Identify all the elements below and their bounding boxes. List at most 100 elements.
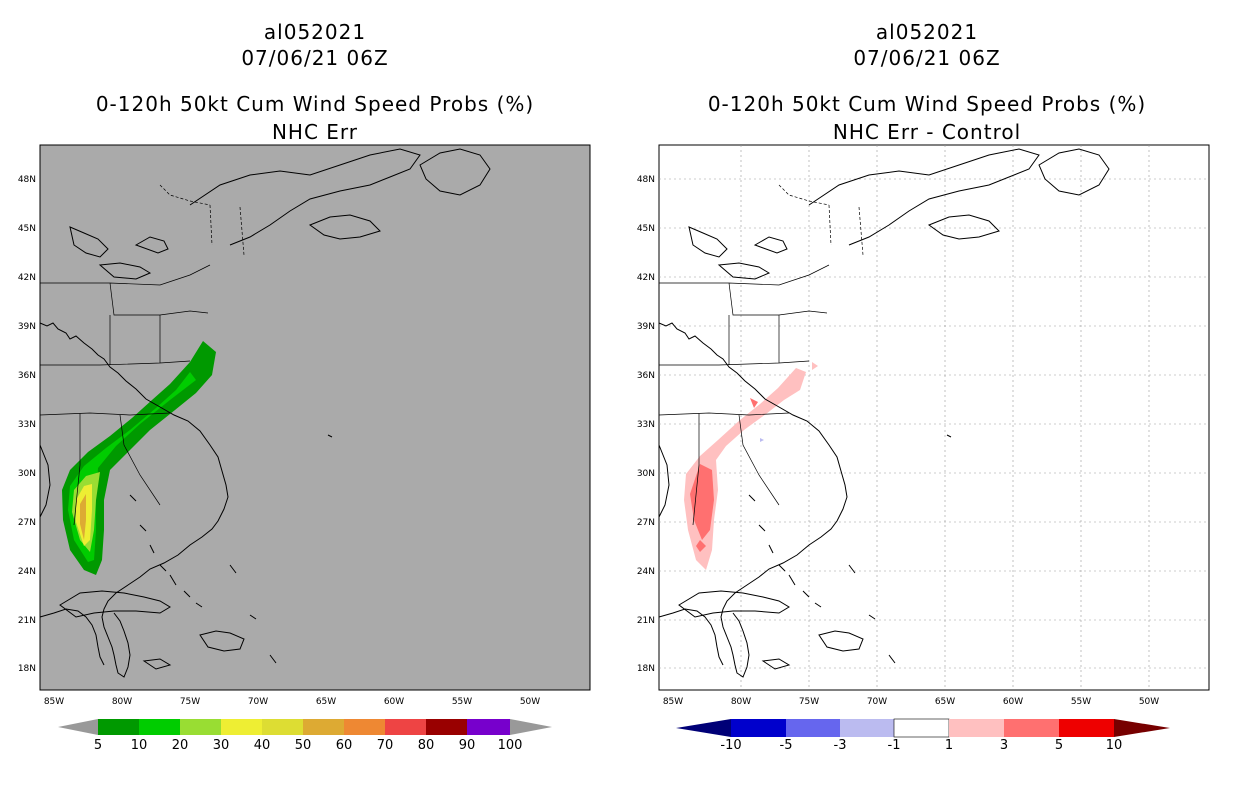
right-colorbar-swatch xyxy=(840,719,894,737)
left-colorbar-label: 10 xyxy=(131,738,148,753)
right-colorbar-swatch xyxy=(1059,719,1114,737)
right-map-gridlines xyxy=(659,145,1209,690)
left-colorbar-high-arrow xyxy=(510,719,552,735)
left-lat-label: 27N xyxy=(18,518,36,528)
left-colorbar-label: 90 xyxy=(459,738,476,753)
left-lat-label: 36N xyxy=(18,371,36,381)
left-storm-id: al052021 xyxy=(263,20,367,44)
right-colorbar-swatch xyxy=(949,719,1004,737)
left-lon-label: 60W xyxy=(384,697,404,707)
left-colorbar-swatch xyxy=(139,719,180,735)
right-lat-label: 24N xyxy=(637,567,655,577)
right-colorbar: -10 -5 -3 -1 1 3 5 10 xyxy=(676,718,1170,753)
right-lat-label: 36N xyxy=(637,371,655,381)
right-lat-label: 45N xyxy=(637,224,655,234)
right-storm-id: al052021 xyxy=(875,20,979,44)
left-colorbar-label: 60 xyxy=(336,738,353,753)
right-lon-axis: 85W 80W 75W 70W 65W 60W 55W 50W xyxy=(663,697,1159,707)
left-lat-label: 42N xyxy=(18,273,36,283)
right-colorbar-label: 10 xyxy=(1106,738,1123,753)
left-map-background xyxy=(39,144,591,691)
right-lat-axis: 48N 45N 42N 39N 36N 33N 30N 27N 24N 21N … xyxy=(637,175,655,674)
right-colorbar-swatch xyxy=(1004,719,1059,737)
right-colorbar-label: -3 xyxy=(834,738,847,753)
left-lon-axis: 85W 80W 75W 70W 65W 60W 55W 50W xyxy=(44,697,540,707)
right-colorbar-label: 3 xyxy=(1000,738,1008,753)
right-diff-contour-3b xyxy=(750,398,758,408)
left-lon-label: 70W xyxy=(248,697,268,707)
right-lon-label: 85W xyxy=(663,697,683,707)
right-colorbar-swatch xyxy=(731,719,786,737)
left-prob-contour-50 xyxy=(80,494,86,540)
right-lat-label: 33N xyxy=(637,420,655,430)
right-lat-label: 21N xyxy=(637,616,655,626)
left-colorbar: 5 10 20 30 40 50 60 70 80 90 100 xyxy=(58,719,552,753)
left-colorbar-low-arrow xyxy=(58,719,98,735)
left-lon-label: 75W xyxy=(180,697,200,707)
left-colorbar-label: 5 xyxy=(94,738,102,753)
left-colorbar-swatch xyxy=(385,719,426,735)
right-diff-contour-neg xyxy=(760,438,764,442)
left-lat-label: 21N xyxy=(18,616,36,626)
right-lon-label: 55W xyxy=(1071,697,1091,707)
left-colorbar-swatch xyxy=(303,719,344,735)
right-datetime: 07/06/21 06Z xyxy=(853,46,1001,70)
left-colorbar-swatch xyxy=(262,719,303,735)
left-lat-label: 30N xyxy=(18,469,36,479)
left-colorbar-label: 40 xyxy=(254,738,271,753)
right-lat-label: 18N xyxy=(637,664,655,674)
right-colorbar-high-arrow xyxy=(1114,719,1170,737)
left-colorbar-swatch xyxy=(344,719,385,735)
right-lon-label: 80W xyxy=(731,697,751,707)
left-lon-label: 50W xyxy=(520,697,540,707)
right-lon-label: 70W xyxy=(867,697,887,707)
left-colorbar-swatch xyxy=(98,719,139,735)
left-colorbar-swatch xyxy=(180,719,221,735)
left-colorbar-label: 20 xyxy=(172,738,189,753)
left-product-title: 0-120h 50kt Cum Wind Speed Probs (%) xyxy=(95,92,535,116)
left-lat-label: 24N xyxy=(18,567,36,577)
right-colorbar-label: 1 xyxy=(945,738,953,753)
left-colorbar-swatch xyxy=(221,719,262,735)
right-lon-label: 60W xyxy=(1003,697,1023,707)
left-datetime: 07/06/21 06Z xyxy=(241,46,389,70)
right-lat-label: 42N xyxy=(637,273,655,283)
left-lat-label: 33N xyxy=(18,420,36,430)
left-colorbar-label: 80 xyxy=(418,738,435,753)
left-colorbar-label: 70 xyxy=(377,738,394,753)
left-colorbar-label: 30 xyxy=(213,738,230,753)
left-lon-label: 55W xyxy=(452,697,472,707)
right-diff-contour-1b xyxy=(812,362,818,370)
left-lat-axis: 48N 45N 42N 39N 36N 33N 30N 27N 24N 21N … xyxy=(18,175,36,674)
right-colorbar-label: -5 xyxy=(780,738,793,753)
left-lat-label: 39N xyxy=(18,322,36,332)
right-map-background xyxy=(658,144,1210,691)
right-colorbar-label: 5 xyxy=(1055,738,1063,753)
right-colorbar-label: -1 xyxy=(888,738,901,753)
left-colorbar-label: 100 xyxy=(498,738,523,753)
right-lat-label: 30N xyxy=(637,469,655,479)
left-lon-label: 85W xyxy=(44,697,64,707)
right-diff-contour-3 xyxy=(690,464,714,540)
left-subtitle: NHC Err xyxy=(271,120,359,144)
right-colorbar-low-arrow xyxy=(676,719,731,737)
left-colorbar-swatch xyxy=(467,719,510,735)
left-colorbar-swatch xyxy=(426,719,467,735)
right-lon-label: 50W xyxy=(1139,697,1159,707)
left-lon-label: 65W xyxy=(316,697,336,707)
right-lat-label: 48N xyxy=(637,175,655,185)
right-lon-label: 75W xyxy=(799,697,819,707)
right-colorbar-swatch xyxy=(786,719,840,737)
left-prob-contour-10 xyxy=(68,372,196,562)
left-lat-label: 18N xyxy=(18,664,36,674)
right-colorbar-swatch xyxy=(893,718,950,738)
right-colorbar-label: -10 xyxy=(720,738,741,753)
left-colorbar-label: 50 xyxy=(295,738,312,753)
left-map xyxy=(39,144,591,691)
right-map xyxy=(658,144,1210,691)
right-diff-contour-3c xyxy=(696,540,706,552)
right-subtitle: NHC Err - Control xyxy=(832,120,1022,144)
left-lat-label: 48N xyxy=(18,175,36,185)
right-product-title: 0-120h 50kt Cum Wind Speed Probs (%) xyxy=(707,92,1147,116)
